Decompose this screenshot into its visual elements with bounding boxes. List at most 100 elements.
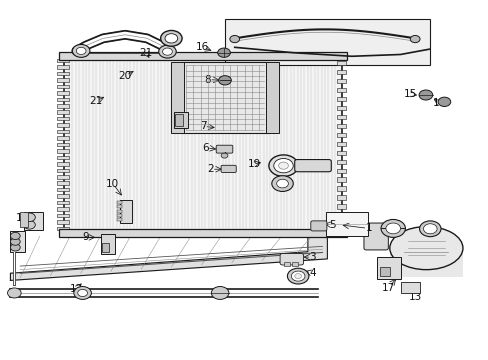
Circle shape bbox=[268, 155, 298, 176]
Text: 3: 3 bbox=[309, 252, 315, 262]
Circle shape bbox=[211, 287, 228, 300]
Circle shape bbox=[385, 223, 400, 234]
Bar bbox=[57, 59, 69, 62]
Bar bbox=[57, 201, 69, 204]
Circle shape bbox=[158, 45, 176, 58]
Circle shape bbox=[72, 44, 90, 57]
Bar bbox=[284, 262, 290, 266]
Text: 20: 20 bbox=[118, 71, 131, 81]
Bar bbox=[117, 206, 122, 208]
Circle shape bbox=[23, 221, 35, 229]
Bar bbox=[336, 133, 345, 137]
Circle shape bbox=[229, 36, 239, 42]
Circle shape bbox=[160, 31, 182, 46]
Bar bbox=[101, 234, 115, 253]
Circle shape bbox=[423, 224, 436, 234]
Text: 15: 15 bbox=[403, 89, 416, 99]
Circle shape bbox=[23, 213, 35, 222]
Text: 9: 9 bbox=[82, 232, 89, 242]
Bar bbox=[57, 194, 69, 198]
Bar bbox=[336, 204, 345, 209]
Bar bbox=[20, 212, 27, 226]
Circle shape bbox=[76, 47, 86, 54]
Circle shape bbox=[10, 244, 20, 251]
Bar bbox=[400, 282, 419, 293]
Bar bbox=[171, 62, 183, 134]
Bar bbox=[57, 220, 69, 224]
Bar bbox=[336, 61, 345, 65]
Bar bbox=[57, 207, 69, 211]
Bar bbox=[57, 156, 69, 159]
Bar bbox=[57, 168, 69, 172]
Text: 5: 5 bbox=[328, 220, 335, 230]
Bar bbox=[336, 150, 345, 155]
Bar bbox=[336, 115, 345, 119]
Bar bbox=[336, 186, 345, 191]
Bar bbox=[59, 229, 346, 237]
Text: 14: 14 bbox=[388, 220, 402, 230]
Bar bbox=[181, 62, 268, 134]
Circle shape bbox=[273, 158, 293, 173]
Circle shape bbox=[419, 221, 440, 237]
Circle shape bbox=[162, 48, 172, 55]
Bar bbox=[57, 91, 69, 95]
Bar bbox=[57, 111, 69, 114]
Bar bbox=[292, 262, 298, 266]
Text: 2: 2 bbox=[206, 164, 213, 174]
Bar bbox=[57, 72, 69, 75]
Text: 19: 19 bbox=[247, 159, 260, 169]
Text: 8: 8 bbox=[204, 75, 211, 85]
Bar bbox=[336, 213, 345, 218]
Bar bbox=[57, 143, 69, 146]
Text: 10: 10 bbox=[106, 179, 119, 189]
FancyBboxPatch shape bbox=[294, 159, 330, 172]
Bar bbox=[379, 267, 389, 276]
Bar bbox=[336, 124, 345, 128]
Bar bbox=[336, 70, 345, 74]
Bar bbox=[117, 201, 122, 204]
Bar bbox=[266, 62, 278, 134]
Bar bbox=[336, 88, 345, 92]
Circle shape bbox=[294, 274, 301, 279]
Bar bbox=[336, 141, 345, 146]
Bar bbox=[175, 114, 182, 126]
Bar bbox=[376, 257, 400, 279]
Bar bbox=[57, 78, 69, 82]
Circle shape bbox=[164, 34, 177, 43]
Bar bbox=[336, 79, 345, 83]
FancyBboxPatch shape bbox=[221, 165, 236, 172]
Circle shape bbox=[287, 268, 308, 284]
Bar bbox=[57, 98, 69, 101]
Bar bbox=[64, 54, 341, 234]
Bar bbox=[57, 226, 69, 230]
FancyBboxPatch shape bbox=[363, 223, 387, 250]
Circle shape bbox=[7, 288, 21, 298]
Bar bbox=[24, 212, 42, 230]
Bar bbox=[57, 149, 69, 153]
Bar bbox=[10, 231, 25, 252]
Circle shape bbox=[74, 287, 91, 300]
Text: 16: 16 bbox=[432, 98, 445, 108]
Circle shape bbox=[217, 48, 230, 57]
Circle shape bbox=[380, 220, 405, 237]
Text: 21: 21 bbox=[139, 48, 152, 58]
Circle shape bbox=[78, 289, 87, 297]
Bar bbox=[57, 130, 69, 134]
Bar bbox=[57, 123, 69, 127]
Circle shape bbox=[437, 97, 450, 107]
Text: 21: 21 bbox=[89, 96, 102, 106]
Bar bbox=[102, 243, 109, 252]
Bar bbox=[326, 212, 367, 235]
Ellipse shape bbox=[389, 226, 462, 270]
Circle shape bbox=[276, 179, 288, 188]
Circle shape bbox=[291, 271, 305, 281]
Bar bbox=[336, 222, 345, 226]
Bar bbox=[57, 104, 69, 108]
Circle shape bbox=[418, 90, 432, 100]
Bar bbox=[59, 52, 346, 60]
Text: 1: 1 bbox=[365, 224, 371, 233]
Bar bbox=[336, 195, 345, 200]
Polygon shape bbox=[10, 234, 327, 280]
Bar bbox=[117, 219, 122, 221]
Circle shape bbox=[409, 36, 419, 42]
